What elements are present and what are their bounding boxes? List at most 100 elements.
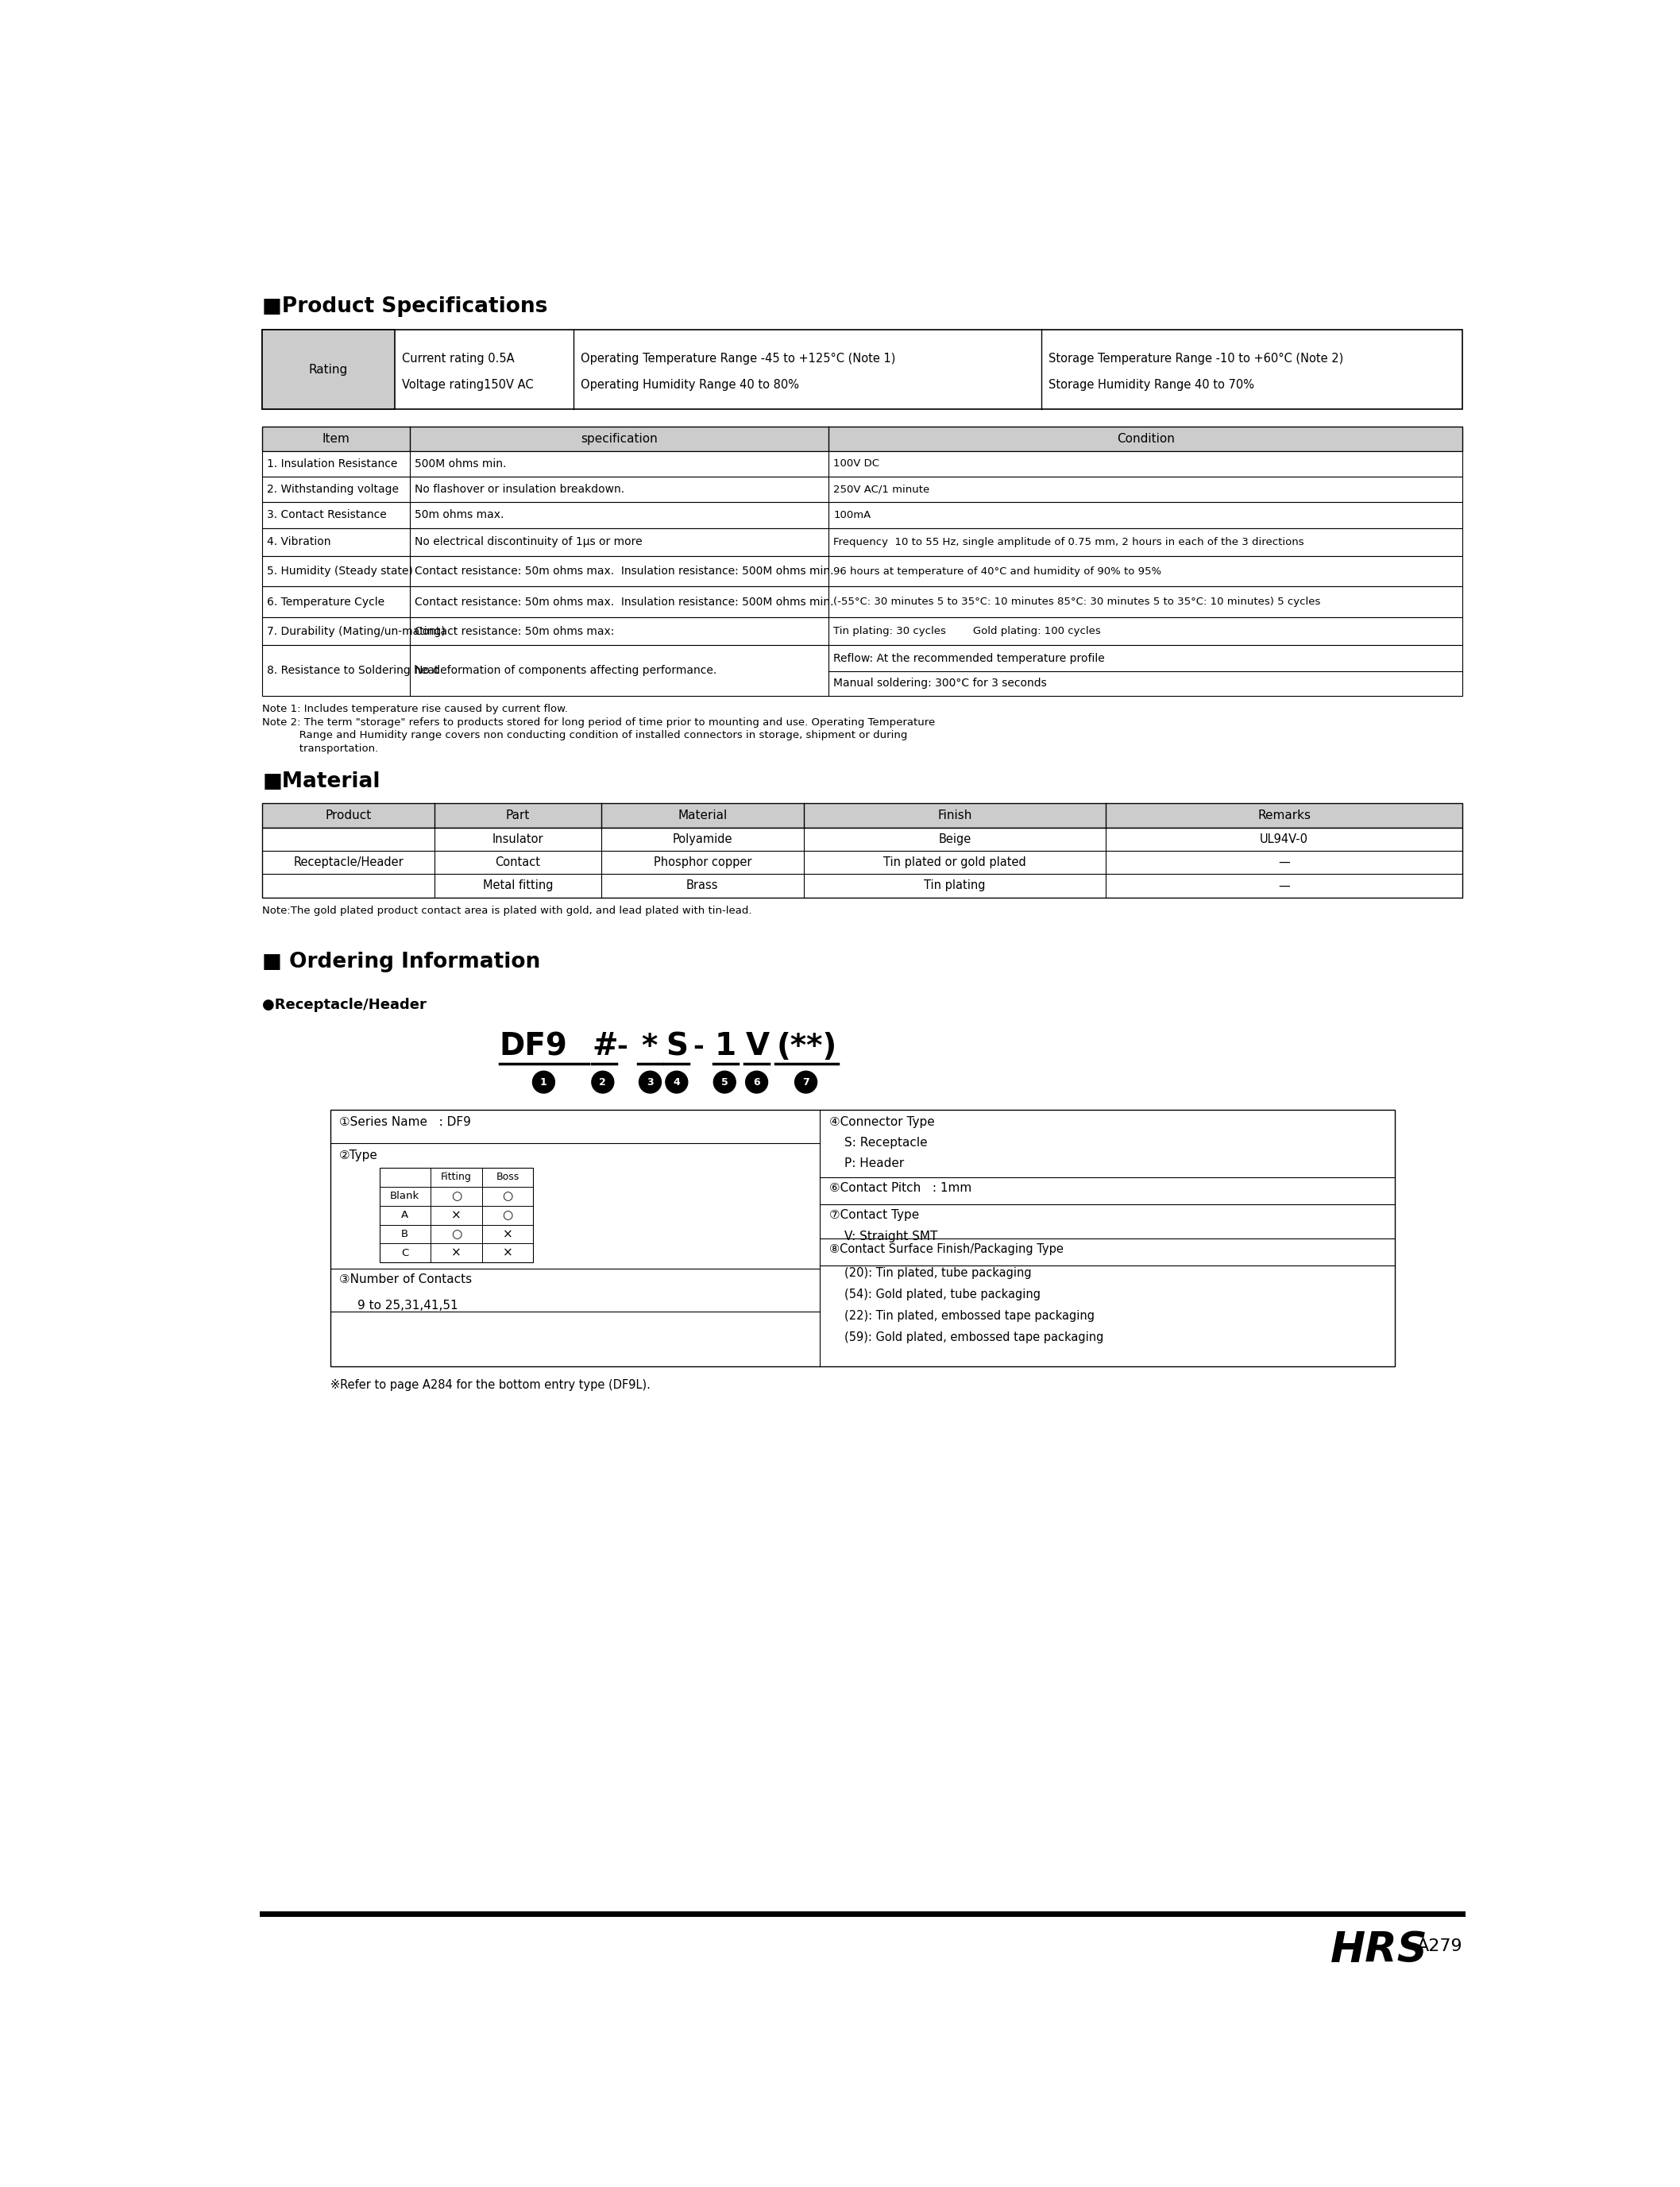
Text: Storage Temperature Range -10 to +60°C (Note 2): Storage Temperature Range -10 to +60°C (… [1048, 352, 1344, 365]
Text: Contact resistance: 50m ohms max:: Contact resistance: 50m ohms max: [415, 625, 615, 636]
Text: Frequency  10 to 55 Hz, single amplitude of 0.75 mm, 2 hours in each of the 3 di: Frequency 10 to 55 Hz, single amplitude … [833, 536, 1304, 547]
Bar [262, 426, 1463, 451]
Text: 5. Humidity (Steady state): 5. Humidity (Steady state) [267, 566, 413, 577]
Text: Note 2: The term "storage" refers to products stored for long period of time pri: Note 2: The term "storage" refers to pro… [262, 717, 936, 728]
Text: C: C [402, 1249, 408, 1258]
Text: Finish: Finish [937, 809, 973, 822]
Text: 1. Insulation Resistance: 1. Insulation Resistance [267, 457, 398, 470]
Text: Phosphor copper: Phosphor copper [654, 857, 751, 868]
Text: V: Straight SMT: V: Straight SMT [845, 1231, 937, 1242]
Text: Operating Humidity Range 40 to 80%: Operating Humidity Range 40 to 80% [581, 378, 800, 391]
Text: specification: specification [581, 433, 659, 444]
Bar [380, 1168, 533, 1262]
Text: ⑧Contact Surface Finish/Packaging Type: ⑧Contact Surface Finish/Packaging Type [830, 1242, 1063, 1255]
Text: 3. Contact Resistance: 3. Contact Resistance [267, 510, 386, 521]
Circle shape [533, 1072, 554, 1094]
Text: No flashover or insulation breakdown.: No flashover or insulation breakdown. [415, 483, 625, 494]
Text: 500M ohms min.: 500M ohms min. [415, 457, 507, 470]
Text: 100V DC: 100V DC [833, 459, 880, 468]
Bar [262, 330, 395, 409]
Text: Boss: Boss [496, 1172, 519, 1183]
Circle shape [665, 1072, 687, 1094]
Circle shape [591, 1072, 613, 1094]
Text: Part: Part [506, 809, 529, 822]
Bar [262, 617, 1463, 645]
Bar [262, 803, 1463, 827]
Text: 250V AC/1 minute: 250V AC/1 minute [833, 483, 931, 494]
Text: ■ Ordering Information: ■ Ordering Information [262, 951, 541, 973]
Text: Contact resistance: 50m ohms max.  Insulation resistance: 500M ohms min.: Contact resistance: 50m ohms max. Insula… [415, 566, 833, 577]
Bar [262, 477, 1463, 503]
Text: ×: × [502, 1229, 512, 1240]
Text: Product: Product [326, 809, 371, 822]
Text: transportation.: transportation. [262, 744, 378, 755]
Text: Manual soldering: 300°C for 3 seconds: Manual soldering: 300°C for 3 seconds [833, 678, 1047, 689]
Text: ⑦Contact Type: ⑦Contact Type [830, 1209, 919, 1220]
Text: -: - [617, 1034, 627, 1061]
Text: 100mA: 100mA [833, 510, 872, 521]
Circle shape [795, 1072, 816, 1094]
Text: Tin plating: Tin plating [924, 879, 986, 892]
Bar [329, 1109, 1394, 1367]
Text: -: - [694, 1034, 704, 1061]
Text: ○: ○ [450, 1229, 462, 1240]
Text: —: — [1278, 879, 1290, 892]
Text: Current rating 0.5A: Current rating 0.5A [402, 352, 514, 365]
Bar [262, 586, 1463, 617]
Text: 4: 4 [674, 1076, 680, 1087]
Text: Note:The gold plated product contact area is plated with gold, and lead plated w: Note:The gold plated product contact are… [262, 905, 753, 916]
Text: #: # [591, 1032, 618, 1061]
Text: Material: Material [677, 809, 727, 822]
Text: —: — [1278, 857, 1290, 868]
Text: A: A [402, 1209, 408, 1220]
Text: ○: ○ [502, 1190, 512, 1203]
Text: B: B [402, 1229, 408, 1240]
Bar [262, 555, 1463, 586]
Text: 4. Vibration: 4. Vibration [267, 536, 331, 547]
Text: ■Product Specifications: ■Product Specifications [262, 295, 548, 317]
Text: Polyamide: Polyamide [672, 833, 732, 844]
Text: (54): Gold plated, tube packaging: (54): Gold plated, tube packaging [845, 1288, 1042, 1301]
Text: Voltage rating150V AC: Voltage rating150V AC [402, 378, 534, 391]
Text: (20): Tin plated, tube packaging: (20): Tin plated, tube packaging [845, 1268, 1032, 1279]
Text: A279: A279 [1416, 1938, 1462, 1955]
Text: 8. Resistance to Soldering heat: 8. Resistance to Soldering heat [267, 665, 438, 676]
Text: 7. Durability (Mating/un-mating): 7. Durability (Mating/un-mating) [267, 625, 445, 636]
Text: 1: 1 [714, 1032, 736, 1061]
Text: 50m ohms max.: 50m ohms max. [415, 510, 504, 521]
Text: ③Number of Contacts: ③Number of Contacts [339, 1273, 472, 1286]
Text: 6: 6 [753, 1076, 759, 1087]
Text: 2. Withstanding voltage: 2. Withstanding voltage [267, 483, 400, 494]
Bar [262, 827, 1463, 897]
Text: (-55°C: 30 minutes 5 to 35°C: 10 minutes 85°C: 30 minutes 5 to 35°C: 10 minutes): (-55°C: 30 minutes 5 to 35°C: 10 minutes… [833, 597, 1320, 608]
Text: 9 to 25,31,41,51: 9 to 25,31,41,51 [358, 1299, 459, 1312]
Text: DF9: DF9 [499, 1032, 568, 1061]
Text: 5: 5 [721, 1076, 727, 1087]
Text: ④Connector Type: ④Connector Type [830, 1115, 934, 1128]
Text: No electrical discontinuity of 1μs or more: No electrical discontinuity of 1μs or mo… [415, 536, 643, 547]
Text: Receptacle/Header: Receptacle/Header [294, 857, 403, 868]
Text: ⑥Contact Pitch   : 1mm: ⑥Contact Pitch : 1mm [830, 1181, 971, 1194]
Circle shape [638, 1072, 662, 1094]
Text: Range and Humidity range covers non conducting condition of installed connectors: Range and Humidity range covers non cond… [262, 730, 907, 741]
Bar [262, 330, 1463, 409]
Text: S: S [665, 1032, 687, 1061]
Text: Note 1: Includes temperature rise caused by current flow.: Note 1: Includes temperature rise caused… [262, 704, 568, 715]
Text: Blank: Blank [390, 1192, 420, 1201]
Text: Contact: Contact [496, 857, 541, 868]
Text: V: V [746, 1032, 769, 1061]
Text: Brass: Brass [687, 879, 719, 892]
Text: Operating Temperature Range -45 to +125°C (Note 1): Operating Temperature Range -45 to +125°… [581, 352, 895, 365]
Circle shape [746, 1072, 768, 1094]
Text: Metal fitting: Metal fitting [482, 879, 553, 892]
Text: Rating: Rating [309, 363, 348, 376]
Text: S: Receptacle: S: Receptacle [845, 1137, 927, 1148]
Text: 96 hours at temperature of 40°C and humidity of 90% to 95%: 96 hours at temperature of 40°C and humi… [833, 566, 1163, 577]
Text: Storage Humidity Range 40 to 70%: Storage Humidity Range 40 to 70% [1048, 378, 1255, 391]
Text: 6. Temperature Cycle: 6. Temperature Cycle [267, 597, 385, 608]
Text: 2: 2 [600, 1076, 606, 1087]
Text: ●Receptacle/Header: ●Receptacle/Header [262, 997, 427, 1013]
Bar [262, 527, 1463, 555]
Text: ×: × [452, 1209, 462, 1220]
Text: 1: 1 [541, 1076, 548, 1087]
